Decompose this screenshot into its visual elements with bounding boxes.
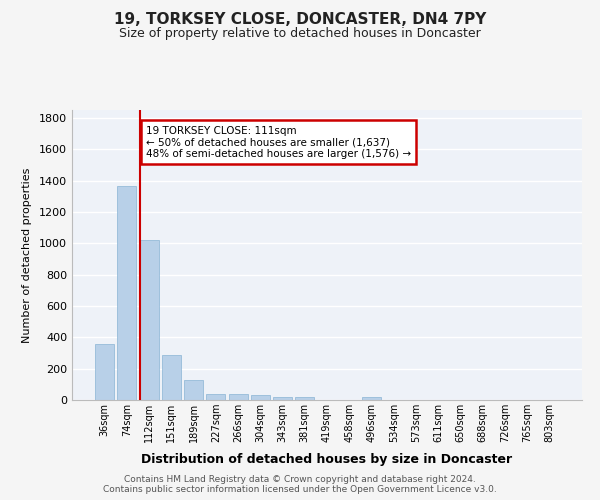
Text: Size of property relative to detached houses in Doncaster: Size of property relative to detached ho… [119,28,481,40]
Bar [251,395,270,400]
Text: 19 TORKSEY CLOSE: 111sqm
← 50% of detached houses are smaller (1,637)
48% of sem: 19 TORKSEY CLOSE: 111sqm ← 50% of detach… [146,126,411,159]
Bar [229,394,248,400]
Y-axis label: Number of detached properties: Number of detached properties [22,168,32,342]
X-axis label: Distribution of detached houses by size in Doncaster: Distribution of detached houses by size … [142,454,512,466]
Bar [273,397,292,400]
Bar [184,380,203,400]
Bar [362,397,381,400]
Bar [140,240,158,400]
Text: Contains HM Land Registry data © Crown copyright and database right 2024.: Contains HM Land Registry data © Crown c… [124,475,476,484]
Bar [95,344,114,400]
Bar [162,354,181,400]
Bar [295,398,314,400]
Text: 19, TORKSEY CLOSE, DONCASTER, DN4 7PY: 19, TORKSEY CLOSE, DONCASTER, DN4 7PY [114,12,486,28]
Bar [206,394,225,400]
Bar [118,186,136,400]
Text: Contains public sector information licensed under the Open Government Licence v3: Contains public sector information licen… [103,485,497,494]
